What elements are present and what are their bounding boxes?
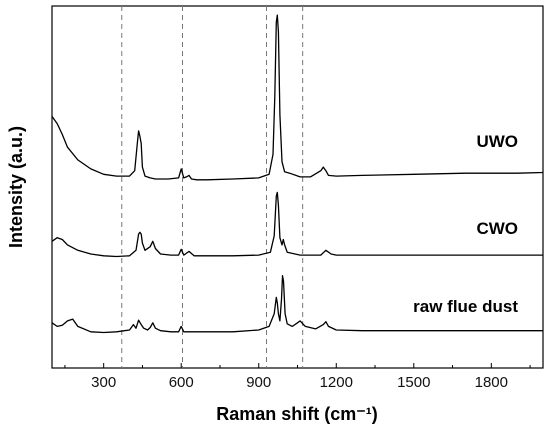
x-tick-label-1500: 1500 <box>397 374 430 391</box>
x-axis-title: Raman shift (cm⁻¹) <box>216 404 378 424</box>
series-label-raw-flue-dust: raw flue dust <box>413 297 518 316</box>
x-tick-label-600: 600 <box>169 374 194 391</box>
y-axis-title: Intensity (a.u.) <box>6 126 26 248</box>
series-line-cwo <box>51 191 543 258</box>
series-line-uwo <box>51 14 544 181</box>
reference-lines <box>121 6 304 368</box>
x-tick-label-900: 900 <box>246 374 271 391</box>
x-tick-label-300: 300 <box>91 374 116 391</box>
series-label-uwo: UWO <box>476 132 518 151</box>
series-line-raw-flue-dust <box>51 275 543 334</box>
series-label-cwo: CWO <box>476 219 518 238</box>
x-tick-label-1800: 1800 <box>475 374 508 391</box>
series-labels: UWO CWO raw flue dust <box>413 132 518 316</box>
x-tick-label-1200: 1200 <box>320 374 353 391</box>
x-axis-ticks: 300 600 900 1200 1500 1800 <box>64 363 531 391</box>
series-layer <box>51 14 544 334</box>
